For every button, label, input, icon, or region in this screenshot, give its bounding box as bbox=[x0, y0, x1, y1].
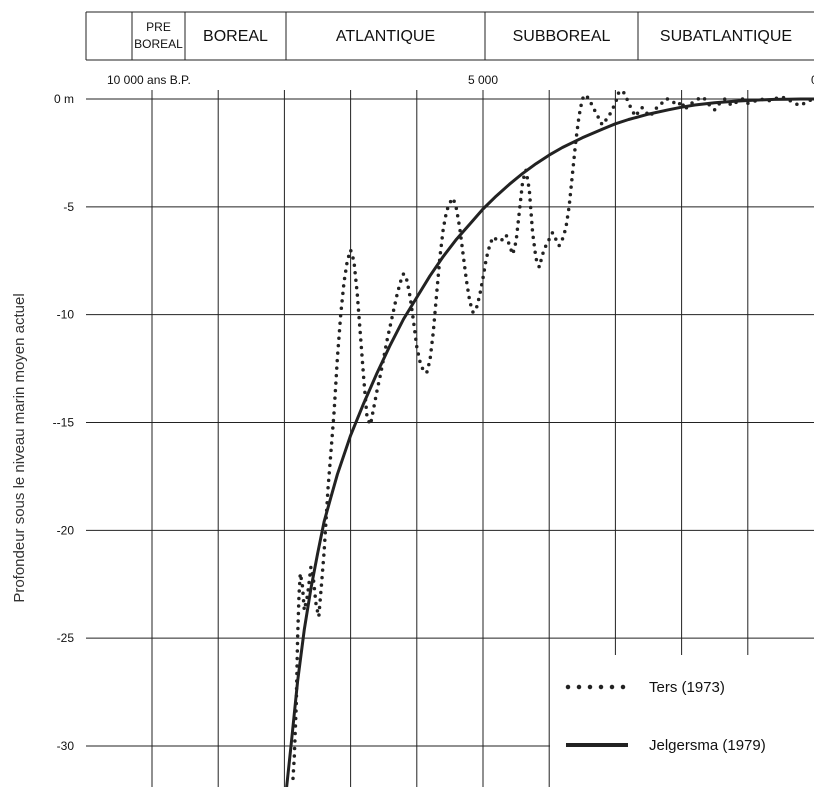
x-tick-labels: 10 000 ans B.P. 5 000 0 bbox=[107, 73, 814, 87]
x-tick-label: 5 000 bbox=[468, 73, 498, 87]
period-label-line2: BOREAL bbox=[134, 37, 183, 51]
period-label-line1: PRE bbox=[146, 20, 171, 34]
series-jelgersma bbox=[285, 97, 814, 787]
y-tick-label: -30 bbox=[57, 739, 75, 753]
legend: Ters (1973) Jelgersma (1979) bbox=[550, 655, 814, 787]
y-tick-label: 0 m bbox=[54, 92, 74, 106]
y-axis-label: Profondeur sous le niveau marin moyen ac… bbox=[11, 293, 28, 602]
period-label: SUBATLANTIQUE bbox=[660, 28, 792, 45]
y-tick-labels: 0 m -5 -10 --15 -20 -25 -30 bbox=[53, 92, 75, 753]
y-tick-label: -10 bbox=[57, 308, 75, 322]
y-tick-label: -20 bbox=[57, 523, 75, 537]
legend-label-jelgersma: Jelgersma (1979) bbox=[649, 737, 766, 754]
period-label: BOREAL bbox=[203, 28, 268, 45]
y-tick-label: --15 bbox=[53, 416, 75, 430]
y-tick-label: -5 bbox=[63, 200, 74, 214]
legend-background bbox=[550, 655, 814, 787]
jelgersma-curve bbox=[285, 97, 814, 787]
period-label: ATLANTIQUE bbox=[336, 28, 435, 45]
y-tick-label: -25 bbox=[57, 631, 75, 645]
x-tick-label: 0 bbox=[811, 73, 814, 87]
grid bbox=[86, 90, 814, 787]
period-label: SUBBOREAL bbox=[513, 28, 611, 45]
legend-label-ters: Ters (1973) bbox=[649, 679, 725, 696]
period-band: PRE BOREAL BOREAL ATLANTIQUE SUBBOREAL SUBATL… bbox=[85, 11, 814, 61]
x-tick-label: 10 000 ans B.P. bbox=[107, 73, 191, 87]
